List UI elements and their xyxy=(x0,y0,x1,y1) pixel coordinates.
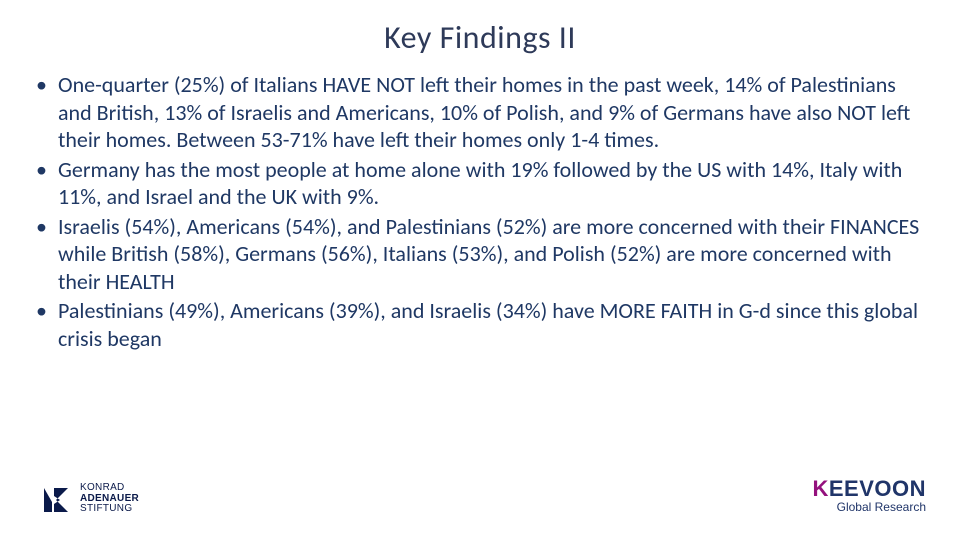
keevoon-brand-part2: EEVOON xyxy=(829,476,926,501)
kas-text: KONRAD ADENAUER STIFTUNG xyxy=(80,483,139,515)
bullet-list: One-quarter (25%) of Italians HAVE NOT l… xyxy=(34,71,926,352)
bullet-item: Israelis (54%), Americans (54%), and Pal… xyxy=(34,213,926,296)
logo-kas: KONRAD ADENAUER STIFTUNG xyxy=(38,482,139,516)
bullet-item: Germany has the most people at home alon… xyxy=(34,156,926,211)
keevoon-brand: KEEVOON xyxy=(812,478,926,500)
keevoon-brand-part1: K xyxy=(812,476,828,501)
slide: Key Findings II One-quarter (25%) of Ita… xyxy=(0,0,960,540)
page-title: Key Findings II xyxy=(34,18,926,57)
keevoon-sub: Global Research xyxy=(812,501,926,514)
logo-keevoon: KEEVOON Global Research xyxy=(812,478,926,514)
bullet-item: One-quarter (25%) of Italians HAVE NOT l… xyxy=(34,71,926,154)
bullet-item: Palestinians (49%), Americans (39%), and… xyxy=(34,297,926,352)
kas-mark-icon xyxy=(38,482,72,516)
kas-line: STIFTUNG xyxy=(80,504,139,515)
